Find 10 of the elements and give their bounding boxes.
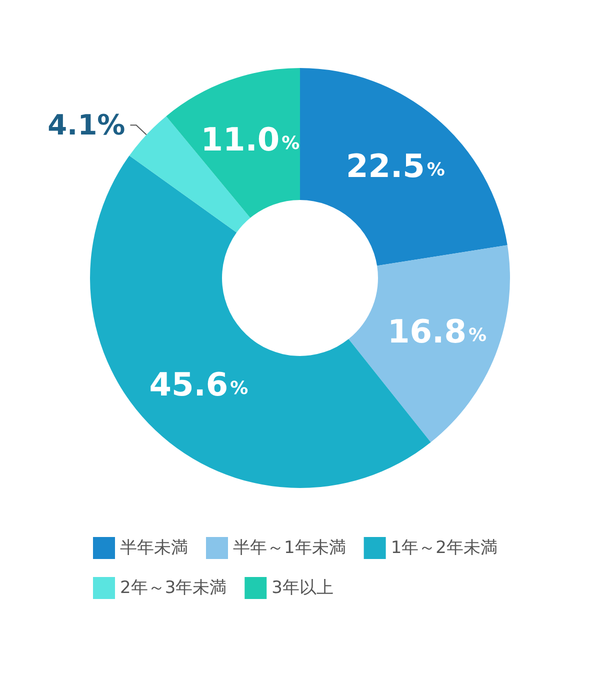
data-label: 11.0% [200,120,300,159]
legend-label: 2年～3年未満 [120,578,227,598]
data-label: 45.6% [149,366,248,404]
legend-label: 1年～2年未満 [390,538,498,558]
data-label: 22.5% [346,147,445,186]
legend-label: 半年未満 [120,538,188,558]
data-label: 4.1% [48,108,126,142]
legend-label: 3年以上 [272,578,334,598]
data-label: 16.8% [388,312,487,350]
legend-label: 半年～1年未満 [233,538,346,558]
